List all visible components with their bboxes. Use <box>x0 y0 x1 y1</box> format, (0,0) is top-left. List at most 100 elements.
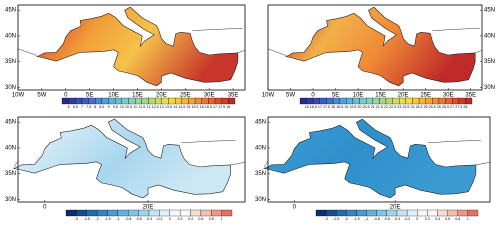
colorbar-swatch <box>211 209 222 217</box>
colorbar-swatch <box>379 97 387 105</box>
colorbar-label: 10.5 <box>125 105 132 109</box>
colorbar-swatch <box>438 97 446 105</box>
colorbar-label: 23 <box>397 105 401 109</box>
colorbar-label: 16.5 <box>310 105 317 109</box>
colorbar-label: 27.5 <box>455 105 462 109</box>
x-tick-label: 30E <box>443 93 454 99</box>
colorbar-label: 9 <box>108 105 110 109</box>
colorbar-swatch <box>372 97 380 105</box>
y-tick-label: 30N <box>255 197 266 203</box>
colorbar-label: -0.4 <box>394 217 400 221</box>
colorbar-label: 23.5 <box>402 105 409 109</box>
colorbar-label: 21 <box>371 105 375 109</box>
colorbar-label: -1.5 <box>104 217 110 221</box>
colorbar-swatch <box>299 97 307 105</box>
sea-field <box>285 6 476 87</box>
colorbar-label: 17 <box>213 105 217 109</box>
colorbar-swatch <box>174 97 182 105</box>
colorbar-label: 20 <box>358 105 362 109</box>
colorbar-swatch <box>412 97 420 105</box>
colorbar-label: 15 <box>186 105 190 109</box>
y-tick-label: 35N <box>484 59 495 65</box>
y-tick-label: 40N <box>5 33 16 39</box>
colorbar-label: 0.8 <box>209 217 214 221</box>
colorbar-label: -3 <box>325 217 328 221</box>
colorbar-label: 25.5 <box>429 105 436 109</box>
y-tick-label: 30N <box>484 85 495 91</box>
colorbar-swatch <box>108 97 116 105</box>
colorbar-label: -0.4 <box>146 217 152 221</box>
colorbar-label: 1 <box>467 217 469 221</box>
colorbar-label: 16 <box>305 105 309 109</box>
colorbar-swatch <box>169 209 181 217</box>
colorbar-label: -2.5 <box>333 217 339 221</box>
x-tick-label: 0 <box>311 93 315 99</box>
colorbar-label: 1 <box>221 217 223 221</box>
colorbar-swatch <box>396 209 408 217</box>
y-tick-label: 40N <box>5 145 16 151</box>
colorbar-label: 17.5 <box>323 105 330 109</box>
colorbar-label: 13 <box>160 105 164 109</box>
x-tick-label: 0 <box>43 205 47 211</box>
y-tick-label: 45N <box>255 120 266 126</box>
colorbar-swatch <box>458 97 466 105</box>
colorbar-label: 9.5 <box>113 105 118 109</box>
colorbar-label: 18 <box>226 105 230 109</box>
sea-field <box>12 118 231 199</box>
colorbar-swatch <box>392 97 400 105</box>
x-tick-label: 5W <box>286 93 295 99</box>
colorbar-label: 15.5 <box>192 105 199 109</box>
y-tick-label: 45N <box>484 8 495 14</box>
colorbar-swatch <box>179 209 191 217</box>
colorbar-swatch <box>138 209 150 217</box>
x-tick-label: 0 <box>293 205 297 211</box>
colorbar-swatch <box>376 209 388 217</box>
colorbar-label: 0.2 <box>178 217 183 221</box>
colorbar-label: 22 <box>384 105 388 109</box>
colorbar-label: 0 <box>169 217 171 221</box>
colorbar-label: 26.5 <box>442 105 449 109</box>
colorbar-label: 14.5 <box>178 105 185 109</box>
colorbar-swatch <box>332 97 340 105</box>
colorbar-label: 22.5 <box>389 105 396 109</box>
colorbar-label: 8.5 <box>99 105 104 109</box>
colorbar-swatch <box>88 97 96 105</box>
colorbar-label: 7.5 <box>86 105 91 109</box>
colorbar-swatch <box>467 209 479 217</box>
colorbar-swatch <box>437 209 448 217</box>
colorbar-swatch <box>214 97 222 105</box>
colorbar-label: 0.6 <box>198 217 203 221</box>
colorbar-swatch <box>188 97 196 105</box>
colorbar-label: 0.2 <box>425 217 430 221</box>
colorbar-swatch <box>128 97 136 105</box>
colorbar-label: 16.5 <box>205 105 212 109</box>
colorbar-label: 12.5 <box>152 105 159 109</box>
x-tick-label: 30E <box>204 93 215 99</box>
x-tick-label: 10E <box>108 93 119 99</box>
colorbar-label: 0.6 <box>445 217 450 221</box>
colorbar-label: -0.6 <box>136 217 142 221</box>
colorbar-label: -0.8 <box>374 217 380 221</box>
x-tick-label: 25E <box>420 93 431 99</box>
colorbar-swatch <box>148 209 160 217</box>
colorbar-swatch <box>457 209 469 217</box>
map-frame <box>17 116 246 203</box>
colorbar-swatch <box>76 209 87 217</box>
colorbar-swatch <box>190 209 202 217</box>
colorbar-swatch <box>465 97 473 105</box>
colorbar-label: 11 <box>133 105 137 109</box>
x-tick-label: 10W <box>262 93 275 99</box>
colorbar-swatch <box>75 97 83 105</box>
page: 10W 5W 0 5E 10E 15E 20E 25E 30E 35E 45N 40N 35N 30N 6 6… <box>4 4 496 221</box>
x-tick-label: 20E <box>398 93 409 99</box>
y-tick-label: 45N <box>5 8 16 14</box>
colorbar-label: 18.5 <box>336 105 343 109</box>
colorbar-swatch <box>427 209 438 217</box>
colorbar-label: 19.5 <box>349 105 356 109</box>
colorbar-label: -2 <box>345 217 348 221</box>
colorbar-swatch <box>121 97 129 105</box>
colorbar-label: 24 <box>410 105 414 109</box>
map-panel: 10W 5W 0 5E 10E 15E 20E 25E 30E 35E 45N 40N 35N 30N 6 6… <box>5 4 246 109</box>
colorbar-label: -2.5 <box>84 217 90 221</box>
x-tick-label: 15E <box>132 93 143 99</box>
